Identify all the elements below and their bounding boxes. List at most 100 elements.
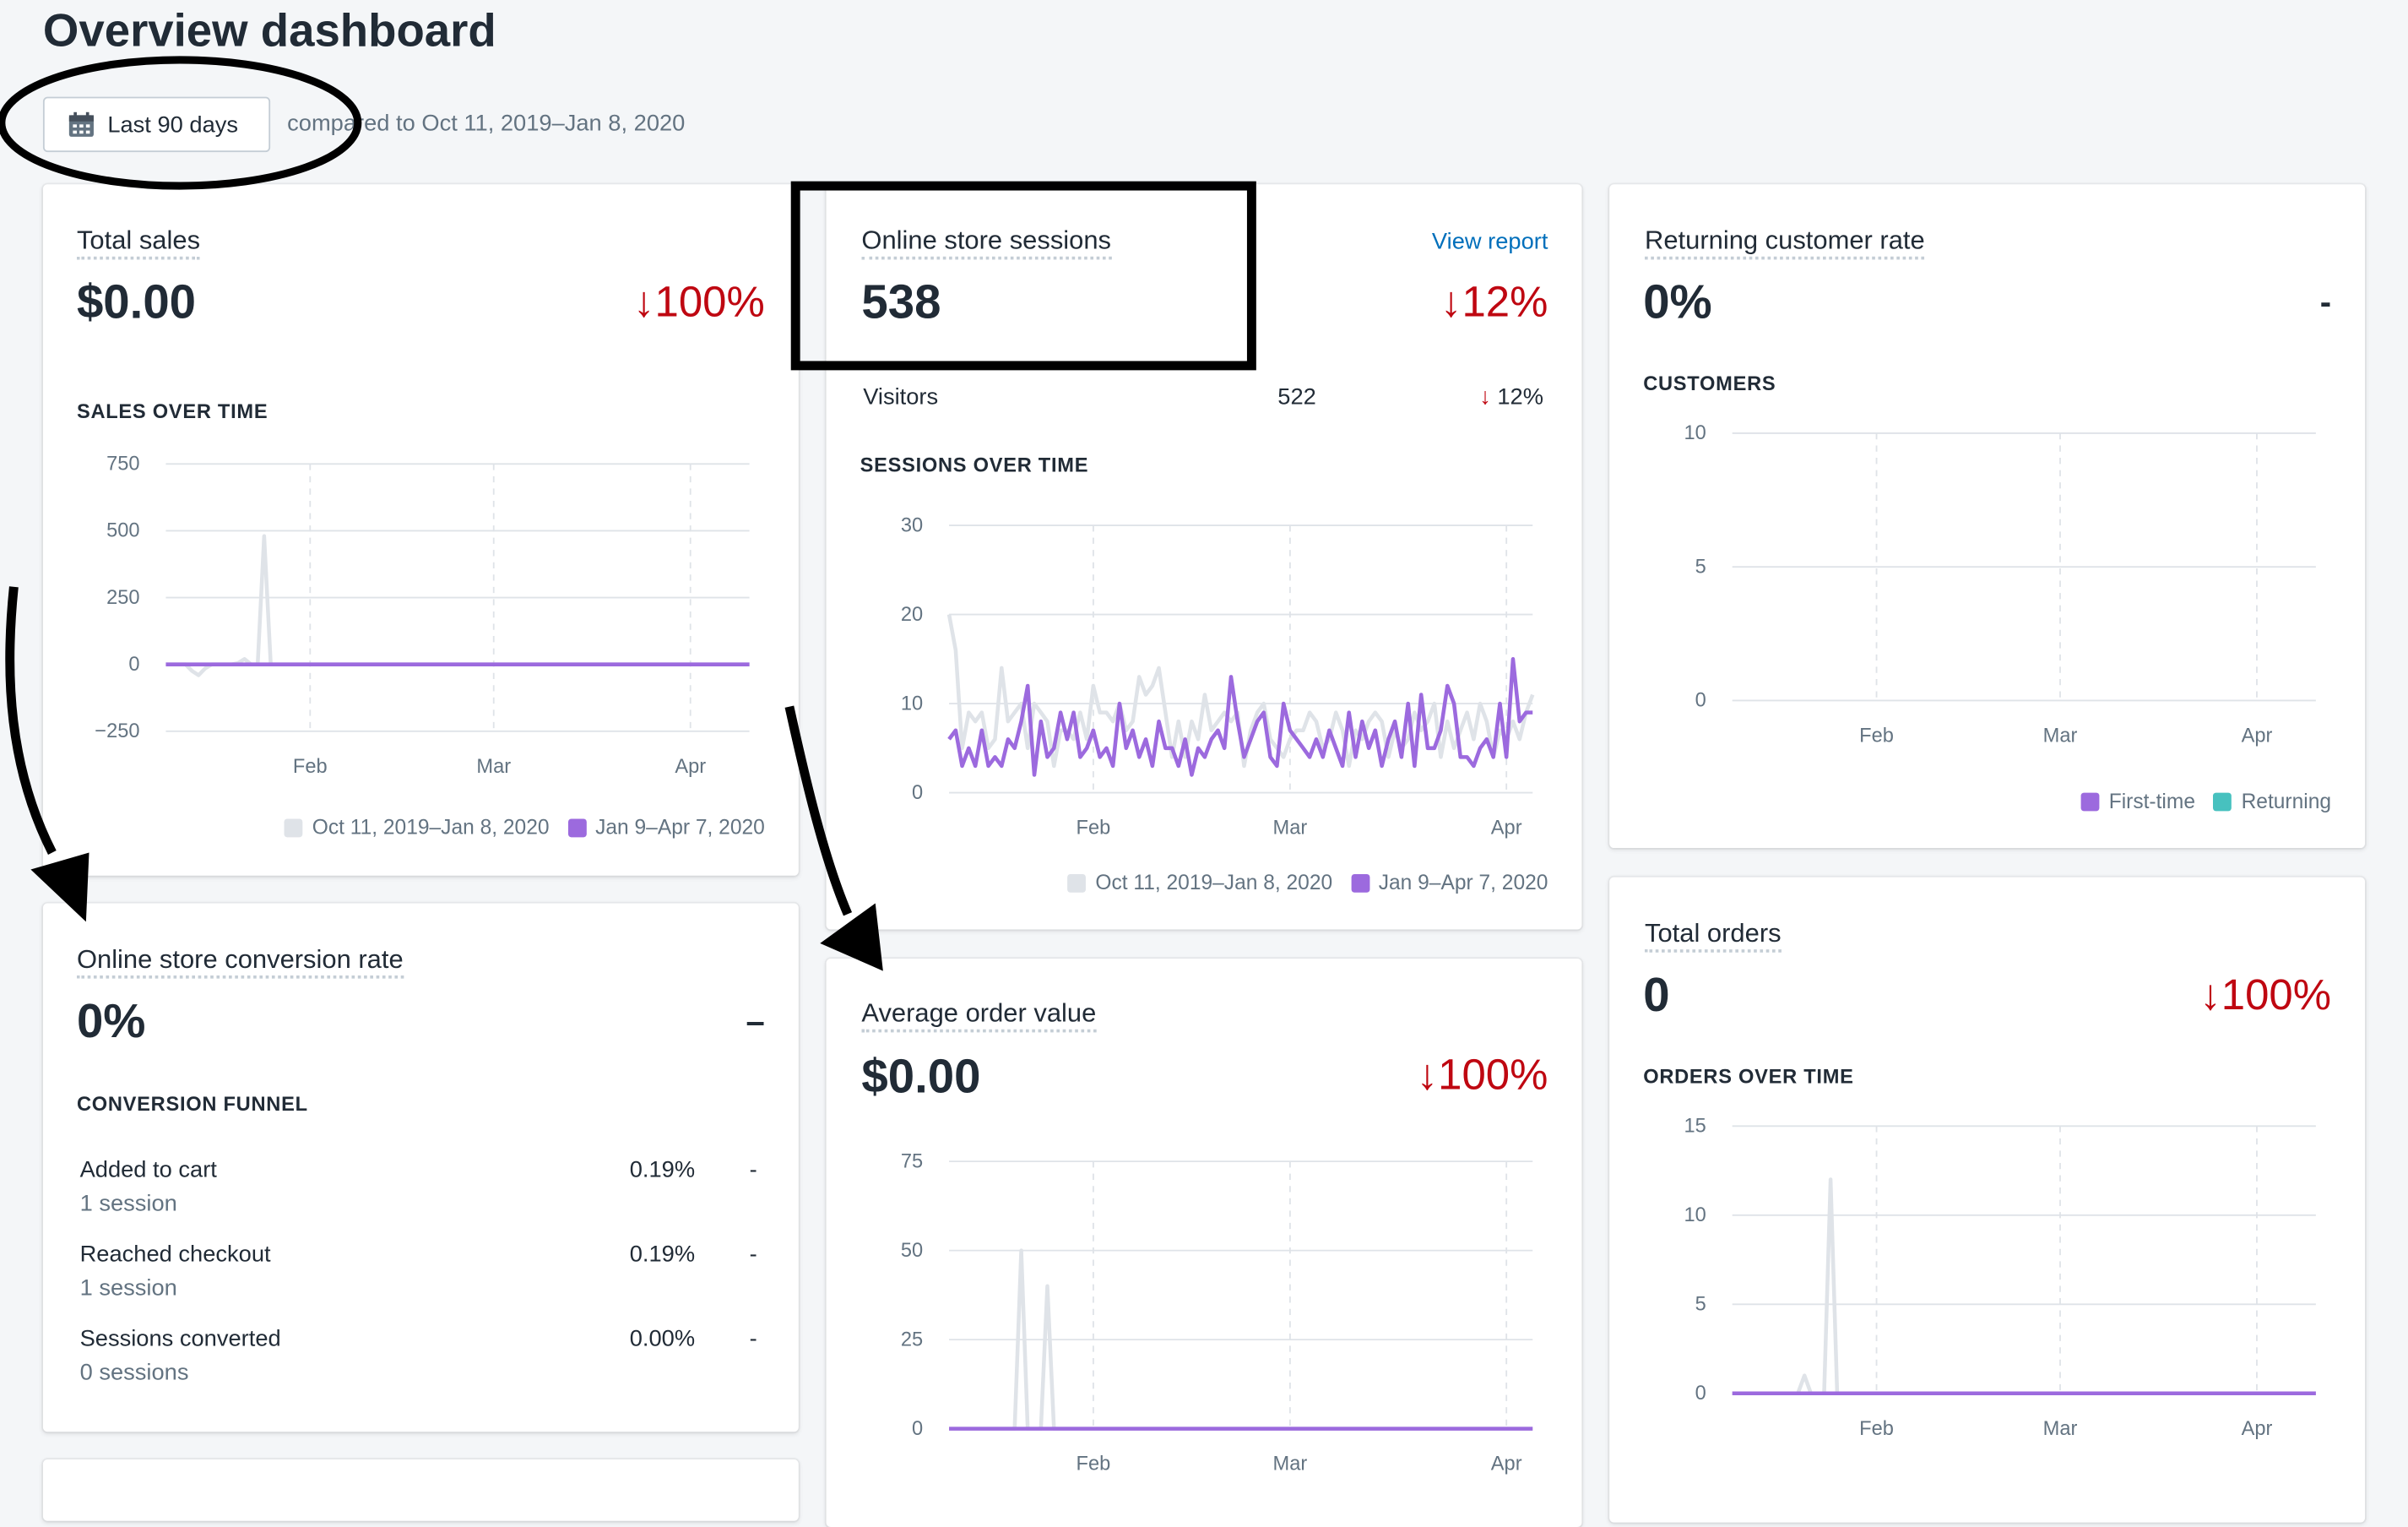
legend-swatch-current — [567, 818, 587, 837]
visitors-label: Visitors — [863, 383, 939, 410]
view-report-link[interactable]: View report — [1431, 229, 1548, 255]
funnel-row-sub: 0 sessions — [79, 1359, 189, 1386]
next-card-edge — [42, 1459, 799, 1521]
legend-returning: Returning — [2241, 789, 2332, 813]
y-tick-label: 50 — [901, 1240, 923, 1262]
x-tick-label: Mar — [1273, 1454, 1308, 1475]
aov-chart: 75 50 25 0 Feb Mar Apr — [901, 1150, 1533, 1475]
sessions-change-value: 12% — [1462, 278, 1548, 326]
calendar-icon — [68, 111, 94, 137]
orders-title[interactable]: Total orders — [1645, 919, 1782, 953]
y-tick-label: 250 — [106, 587, 139, 609]
x-tick-label: Feb — [1859, 1418, 1894, 1440]
conversion-change: – — [746, 1001, 765, 1041]
arrow-down-icon: ↓ — [633, 278, 655, 326]
y-tick-label: 75 — [901, 1150, 923, 1172]
funnel-row-value: 0.19% — [629, 1241, 696, 1268]
date-range-button[interactable]: Last 90 days — [42, 96, 271, 153]
customers-chart-legend: First-time Returning — [2080, 789, 2332, 813]
funnel-row-sub: 1 session — [79, 1274, 177, 1301]
funnel-row-change: - — [749, 1241, 757, 1268]
funnel-row-change: - — [749, 1156, 757, 1183]
y-tick-label: 10 — [1684, 422, 1706, 444]
customers-chart-title: CUSTOMERS — [1643, 372, 1776, 395]
funnel-row-change: - — [749, 1325, 757, 1352]
y-tick-label: 5 — [1695, 1294, 1706, 1316]
series-line — [1732, 1177, 2316, 1396]
x-tick-label: Mar — [2043, 725, 2078, 747]
funnel-row-sub: 1 session — [79, 1190, 177, 1217]
legend-current: Jan 9–Apr 7, 2020 — [595, 815, 765, 840]
legend-swatch-previous — [1067, 873, 1087, 892]
arrow-down-icon: ↓ — [1479, 383, 1491, 410]
dashboard-stage: Overview dashboard Last 90 days compared… — [0, 6, 2366, 1527]
total-sales-value: $0.00 — [76, 274, 197, 329]
returning-rate-change: - — [2319, 282, 2332, 322]
y-tick-label: 0 — [1695, 690, 1706, 712]
x-tick-label: Feb — [293, 756, 328, 778]
conversion-value: 0% — [76, 993, 146, 1048]
conversion-funnel-title: CONVERSION FUNNEL — [76, 1092, 308, 1116]
visitors-value: 522 — [1277, 383, 1316, 410]
returning-rate-title[interactable]: Returning customer rate — [1645, 226, 1925, 260]
aov-title[interactable]: Average order value — [861, 998, 1097, 1033]
legend-swatch-returning — [2213, 791, 2232, 811]
visitors-change-value: 12% — [1497, 383, 1543, 410]
y-tick-label: 0 — [1695, 1383, 1706, 1405]
funnel-row-label: Sessions converted — [79, 1325, 281, 1352]
conversion-rate-card: Online store conversion rate 0% – CONVER… — [42, 903, 799, 1432]
sales-chart: 750 500 250 0 −250 Feb Mar Apr — [95, 454, 750, 778]
sales-chart-legend: Oct 11, 2019–Jan 8, 2020 Jan 9–Apr 7, 20… — [285, 816, 765, 839]
funnel-row-value: 0.19% — [629, 1156, 696, 1183]
orders-chart-title: ORDERS OVER TIME — [1643, 1064, 1854, 1088]
y-tick-label: 25 — [901, 1329, 923, 1350]
x-tick-label: Apr — [1491, 818, 1522, 840]
legend-first-time: First-time — [2108, 789, 2196, 813]
total-sales-change: ↓100% — [633, 278, 765, 327]
x-tick-label: Apr — [2242, 725, 2273, 747]
sessions-title[interactable]: Online store sessions — [861, 226, 1112, 260]
legend-previous: Oct 11, 2019–Jan 8, 2020 — [312, 815, 550, 840]
total-orders-card: Total orders 0 ↓100% ORDERS OVER TIME 15… — [1609, 877, 2366, 1523]
y-tick-label: 5 — [1695, 556, 1706, 578]
legend-current: Jan 9–Apr 7, 2020 — [1378, 871, 1548, 894]
sessions-chart: 30 20 10 0 Feb Mar Apr — [901, 514, 1535, 840]
y-tick-label: 15 — [1684, 1116, 1706, 1138]
series-line — [947, 657, 1533, 777]
total-sales-change-value: 100% — [654, 278, 765, 326]
legend-swatch-previous — [285, 818, 303, 837]
page-title: Overview dashboard — [42, 6, 496, 57]
y-tick-label: 10 — [1684, 1204, 1706, 1226]
arrow-down-icon: ↓ — [1416, 1051, 1439, 1099]
sessions-chart-title: SESSIONS OVER TIME — [860, 453, 1089, 476]
returning-rate-value: 0% — [1643, 274, 1712, 329]
orders-change-value: 100% — [2221, 970, 2332, 1019]
date-range-label: Last 90 days — [107, 111, 239, 138]
x-tick-label: Apr — [675, 756, 706, 778]
x-tick-label: Mar — [2043, 1418, 2078, 1440]
conversion-title[interactable]: Online store conversion rate — [76, 945, 404, 979]
comparison-text: compared to Oct 11, 2019–Jan 8, 2020 — [287, 110, 686, 137]
total-sales-title[interactable]: Total sales — [76, 226, 201, 260]
x-tick-label: Feb — [1077, 1454, 1111, 1475]
sales-chart-title: SALES OVER TIME — [76, 399, 268, 423]
sessions-chart-legend: Oct 11, 2019–Jan 8, 2020 Jan 9–Apr 7, 20… — [1067, 871, 1548, 894]
online-store-sessions-card: Online store sessions View report 538 ↓1… — [826, 184, 1582, 930]
orders-value: 0 — [1643, 967, 1670, 1022]
sessions-value: 538 — [861, 274, 941, 329]
funnel-row-value: 0.00% — [629, 1325, 696, 1352]
visitors-change: ↓ 12% — [1479, 384, 1543, 410]
y-tick-label: 0 — [912, 782, 923, 804]
y-tick-label: 500 — [106, 520, 139, 542]
y-tick-label: 0 — [128, 654, 139, 676]
x-tick-label: Apr — [1491, 1454, 1522, 1475]
sessions-change: ↓12% — [1440, 278, 1548, 327]
x-tick-label: Mar — [476, 756, 511, 778]
series-line — [165, 534, 750, 677]
arrow-down-icon: ↓ — [2199, 970, 2221, 1019]
arrow-down-icon: ↓ — [1440, 278, 1462, 326]
y-tick-label: 0 — [912, 1418, 923, 1440]
aov-change: ↓100% — [1417, 1051, 1548, 1100]
funnel-row-label: Reached checkout — [79, 1241, 271, 1268]
x-tick-label: Mar — [1273, 818, 1308, 840]
